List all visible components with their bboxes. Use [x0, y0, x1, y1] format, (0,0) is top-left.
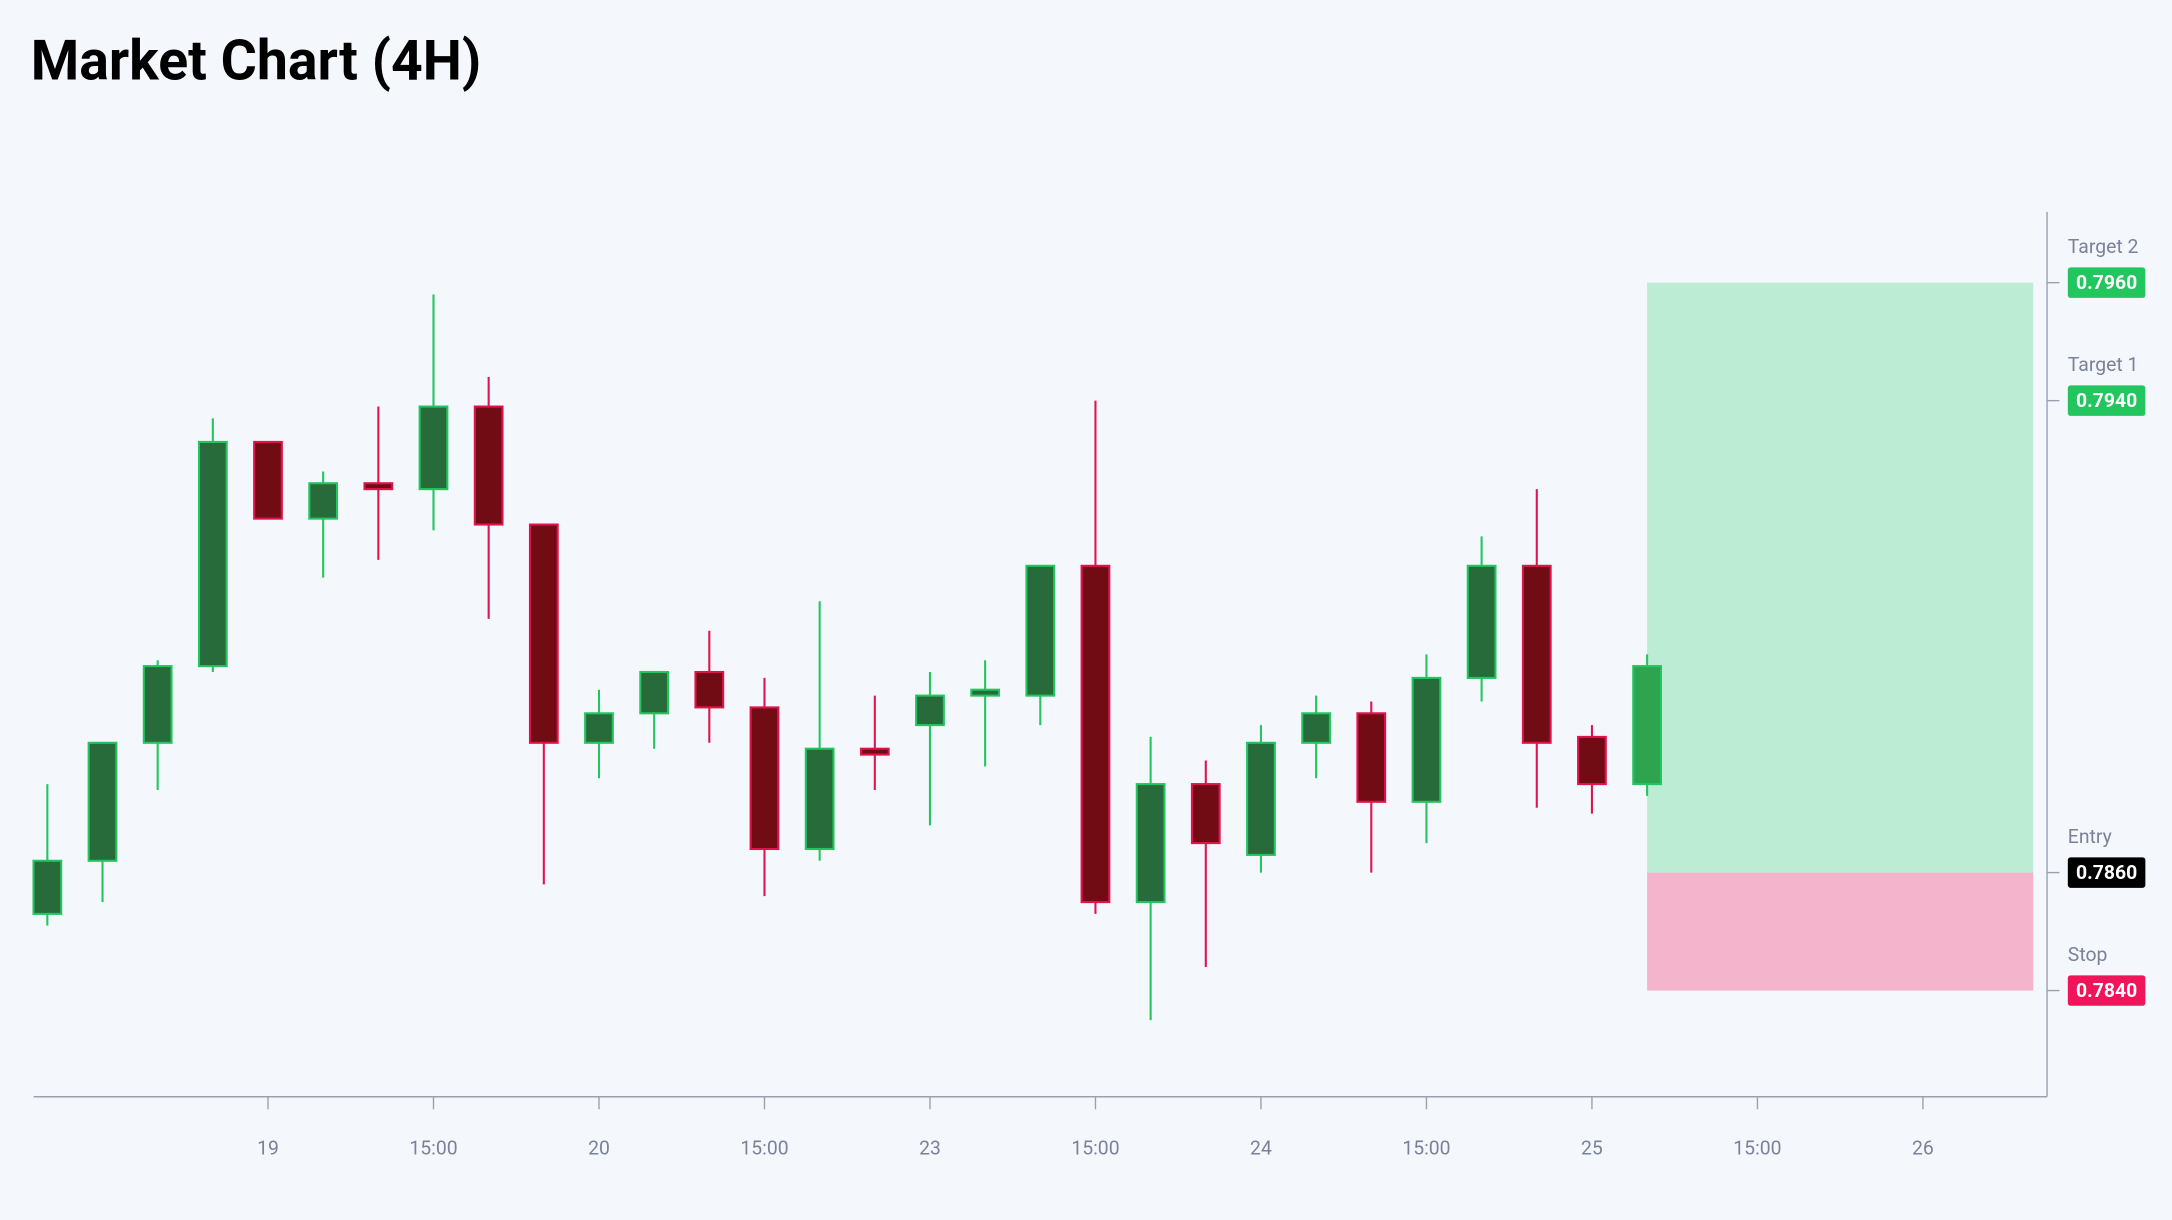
x-tick-label: 15:00: [409, 1137, 457, 1160]
candle-body: [749, 706, 780, 851]
candle-body: [473, 405, 504, 526]
candle-body: [1521, 564, 1552, 744]
candle-body: [1025, 564, 1056, 697]
candle-body: [197, 440, 228, 668]
level-price: 0.7940: [2076, 389, 2137, 412]
candle-body: [418, 405, 449, 491]
candle-body: [1632, 665, 1662, 786]
chart-title: Market Chart (4H): [31, 29, 482, 94]
candle-body: [1577, 735, 1607, 786]
candle-body: [859, 747, 890, 756]
candle-body: [308, 482, 339, 520]
profit-zone: [1647, 282, 2034, 873]
candle-body: [694, 670, 725, 709]
candle-body: [1466, 564, 1497, 679]
candle-body: [1135, 783, 1166, 904]
x-tick-label: 15:00: [1071, 1137, 1119, 1160]
x-tick-label: 23: [919, 1137, 941, 1160]
candle-body: [1080, 564, 1111, 904]
candle-body: [970, 688, 1001, 697]
level-name: Entry: [2068, 825, 2112, 848]
candle-body: [804, 747, 835, 851]
candle-body: [1190, 783, 1221, 845]
candle-body: [1246, 741, 1276, 856]
level-name: Target 2: [2068, 235, 2139, 258]
candle-body: [1411, 676, 1442, 803]
candle-body: [915, 694, 945, 727]
level-badge: [2067, 857, 2146, 888]
x-tick-label: 20: [588, 1137, 610, 1160]
level-badge: [2067, 385, 2146, 416]
x-tick-label: 19: [257, 1137, 279, 1160]
level-price: 0.7960: [2076, 271, 2137, 294]
candle-body: [1301, 712, 1332, 744]
candle-body: [87, 741, 118, 862]
loss-zone: [1647, 872, 2034, 991]
candle-body: [528, 523, 559, 744]
x-tick-label: 26: [1912, 1137, 1934, 1160]
level-name: Stop: [2068, 943, 2108, 966]
x-tick-label: 24: [1250, 1137, 1272, 1160]
level-badge: [2067, 975, 2146, 1006]
level-name: Target 1: [2068, 353, 2139, 376]
level-price: 0.7840: [2076, 979, 2137, 1002]
candle-body: [363, 482, 394, 491]
candle-body: [639, 670, 670, 715]
candle-body: [584, 712, 614, 744]
level-badge: [2067, 267, 2146, 298]
candle-body: [142, 665, 173, 744]
x-tick-label: 15:00: [740, 1137, 788, 1160]
candle-body: [32, 859, 63, 915]
x-tick-label: 15:00: [1733, 1137, 1781, 1160]
x-tick-label: 15:00: [1402, 1137, 1450, 1160]
candle-body: [1356, 712, 1387, 803]
candle-body: [253, 440, 283, 520]
x-tick-label: 25: [1581, 1137, 1603, 1160]
level-price: 0.7860: [2076, 861, 2137, 884]
